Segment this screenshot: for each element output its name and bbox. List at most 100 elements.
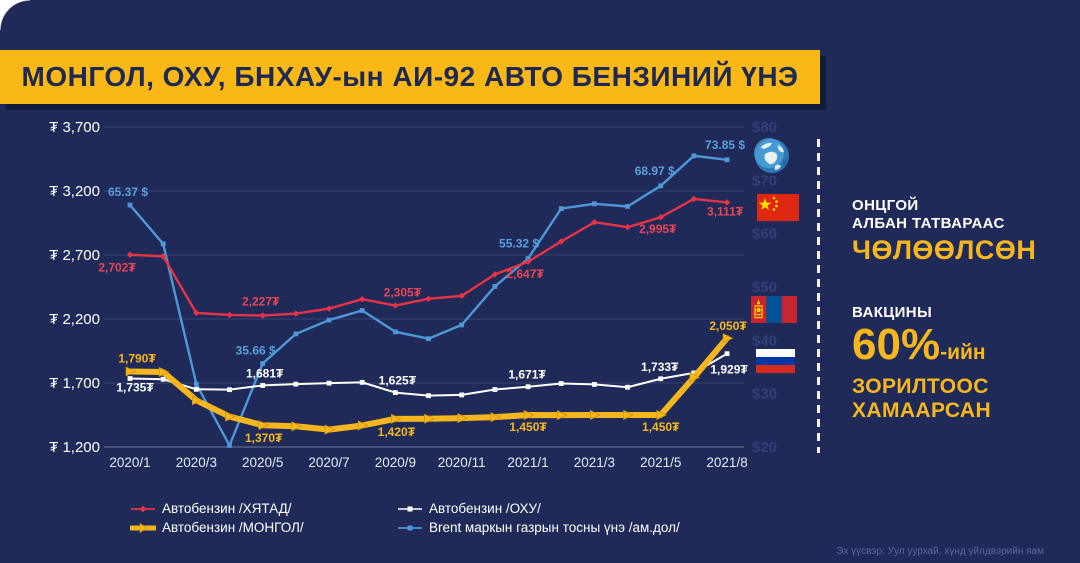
data-point	[590, 409, 601, 421]
data-label: 1,420₮	[378, 425, 416, 439]
data-point	[127, 376, 133, 381]
series-1	[125, 333, 734, 435]
right-axis-tick-label: $20	[752, 439, 777, 456]
left-axis-tick-label: ₮ 1,200	[49, 439, 100, 456]
x-axis-tick-label: 2021/8	[706, 455, 747, 470]
note-excise-line1: ОНЦГОЙ	[852, 197, 919, 214]
x-axis-tick-label: 2021/3	[574, 455, 615, 470]
data-point	[689, 372, 701, 383]
data-point	[392, 329, 398, 335]
note-vaccine-label: ВАКЦИНЫ	[852, 304, 933, 321]
data-point	[525, 384, 531, 390]
data-point	[293, 331, 299, 337]
data-label: 1,735₮	[116, 381, 154, 395]
x-axis-tick-label: 2020/9	[375, 455, 416, 470]
data-point	[227, 387, 232, 393]
data-point	[623, 409, 634, 421]
data-point	[226, 311, 233, 319]
data-label: 3,111₮	[707, 204, 744, 218]
data-label: 68.97 $	[635, 164, 675, 178]
globe-icon	[753, 137, 791, 175]
data-point	[723, 199, 731, 206]
data-label: 35.66 $	[236, 343, 276, 357]
data-point	[524, 258, 532, 265]
x-axis-tick-label: 2021/1	[507, 455, 548, 470]
data-label: 1,681₮	[246, 366, 284, 380]
china-flag-icon	[757, 194, 799, 221]
data-point	[492, 284, 498, 289]
data-point	[392, 390, 398, 395]
data-point	[658, 183, 664, 189]
data-label: 2,995₮	[639, 222, 677, 236]
data-point	[658, 376, 664, 382]
legend-item-mongolia: Автобензин /МОНГОЛ/	[130, 520, 304, 535]
fuel-price-line-chart: ₮ 3,700 ₮ 3,200 ₮ 2,700 ₮ 2,200 ₮ 1,700 ₮ 1,2…	[49, 119, 820, 470]
title-banner: МОНГОЛ, ОХУ, БНХАУ-ын АИ-92 АВТО БЕНЗИНИ…	[0, 50, 820, 104]
data-point	[691, 153, 697, 159]
left-axis-tick-label: ₮ 3,700	[49, 119, 100, 136]
data-point	[558, 381, 564, 386]
note-excise-highlight: ЧӨЛӨӨЛСӨН	[852, 235, 1037, 265]
right-axis-tick-label: $40	[752, 332, 777, 349]
data-point	[424, 413, 435, 424]
series-2	[127, 351, 730, 399]
data-point	[624, 224, 631, 231]
series-3	[127, 153, 730, 448]
data-point	[191, 395, 203, 406]
data-point	[160, 376, 166, 382]
data-label: 73.85 $	[705, 138, 745, 152]
data-label: 1,450₮	[509, 420, 547, 434]
right-axis-tick-label: $60	[752, 226, 777, 243]
data-labels: 2,702₮ 2,227₮ 2,305₮ 2,647₮ 2,995₮ 3,111₮ 1,79…	[98, 138, 748, 445]
vaccine-percent-suffix: -ийн	[940, 341, 986, 364]
series-0	[126, 195, 731, 319]
data-point	[160, 241, 166, 247]
data-point	[259, 312, 266, 319]
note-vaccine-line2: ЗОРИЛТООС	[852, 375, 989, 398]
x-axis-tick-label: 2020/1	[109, 455, 150, 470]
x-axis-tick-label: 2020/11	[438, 455, 486, 470]
data-point	[556, 410, 568, 421]
legend-marker-brent	[398, 525, 422, 530]
left-axis-tick-label: ₮ 3,200	[49, 183, 100, 200]
data-point	[657, 214, 664, 221]
side-note-panel: ОНЦГОЙ АЛБАН ТАТВАРААС ЧӨЛӨӨЛСӨН ВАКЦИНЫ…	[852, 197, 1067, 423]
data-point	[125, 366, 137, 377]
legend-item-china: Автобензин /ХЯТАД/	[130, 501, 292, 516]
data-point	[457, 413, 469, 424]
data-point	[656, 409, 668, 421]
legend-marker-china	[131, 505, 155, 512]
data-point	[492, 387, 498, 392]
legend-marker-russia	[398, 506, 422, 511]
data-point	[359, 379, 365, 385]
mongolia-flag-icon	[751, 296, 797, 323]
data-label: 1,790₮	[118, 351, 156, 365]
note-excise-line2: АЛБАН ТАТВАРААС	[852, 215, 1005, 232]
spacer	[852, 266, 1067, 304]
data-point	[724, 351, 730, 357]
x-axis-tick-label: 2020/7	[308, 455, 349, 470]
data-label: 2,227₮	[242, 295, 280, 309]
data-point	[490, 412, 502, 423]
legend-label-brent: Brent маркын газрын тосны үнэ /ам.дол/	[429, 520, 680, 535]
data-point	[325, 305, 333, 312]
data-point	[193, 386, 199, 392]
data-point	[425, 295, 432, 302]
data-point	[459, 322, 465, 328]
data-point	[159, 253, 167, 260]
data-point	[260, 361, 266, 366]
data-point	[523, 409, 535, 421]
data-point	[724, 157, 730, 163]
data-point	[258, 420, 269, 431]
data-point	[358, 295, 366, 303]
data-point	[426, 393, 431, 399]
legend-label-russia: Автобензин /ОХУ/	[429, 501, 541, 516]
data-point	[158, 366, 170, 378]
data-point	[392, 302, 399, 309]
right-axis-tick-label: $70	[752, 172, 777, 189]
data-point	[227, 443, 232, 448]
data-point	[326, 380, 332, 386]
data-point	[591, 201, 597, 207]
data-point	[357, 420, 369, 431]
